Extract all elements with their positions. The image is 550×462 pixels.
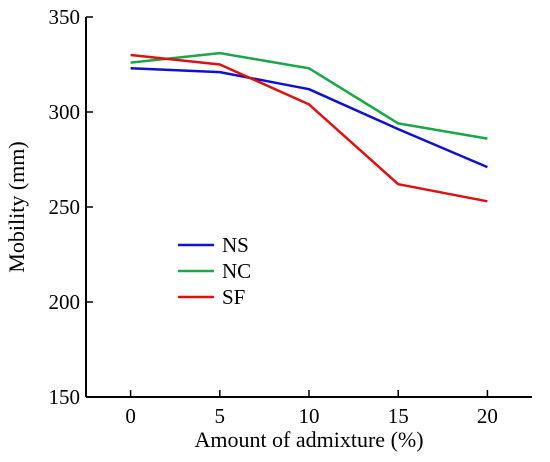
- series-line-nc: [130, 51, 488, 140]
- y-tick-label: 350: [49, 5, 81, 29]
- y-tick-label: 150: [49, 385, 81, 409]
- y-axis-ticks: 150 200 250 300 350: [49, 5, 93, 409]
- legend-label-nc: NC: [222, 259, 251, 283]
- x-tick-label: 0: [125, 404, 136, 428]
- series-lines: [130, 51, 488, 203]
- legend-label-ns: NS: [222, 233, 249, 257]
- x-tick-label: 15: [388, 404, 409, 428]
- legend-label-sf: SF: [222, 285, 245, 309]
- series-line-ns: [130, 67, 488, 169]
- y-axis-label: Mobility (mm): [4, 141, 29, 272]
- plot-area: [85, 17, 532, 398]
- series-line-sf: [130, 53, 488, 203]
- x-axis-ticks: 0 5 10 15 20: [125, 390, 498, 428]
- x-tick-label: 5: [215, 404, 226, 428]
- x-axis-label: Amount of admixture (%): [194, 427, 423, 452]
- y-tick-label: 200: [49, 290, 81, 314]
- x-tick-label: 20: [477, 404, 498, 428]
- y-tick-label: 300: [49, 100, 81, 124]
- x-tick-label: 10: [299, 404, 320, 428]
- y-tick-label: 250: [49, 195, 81, 219]
